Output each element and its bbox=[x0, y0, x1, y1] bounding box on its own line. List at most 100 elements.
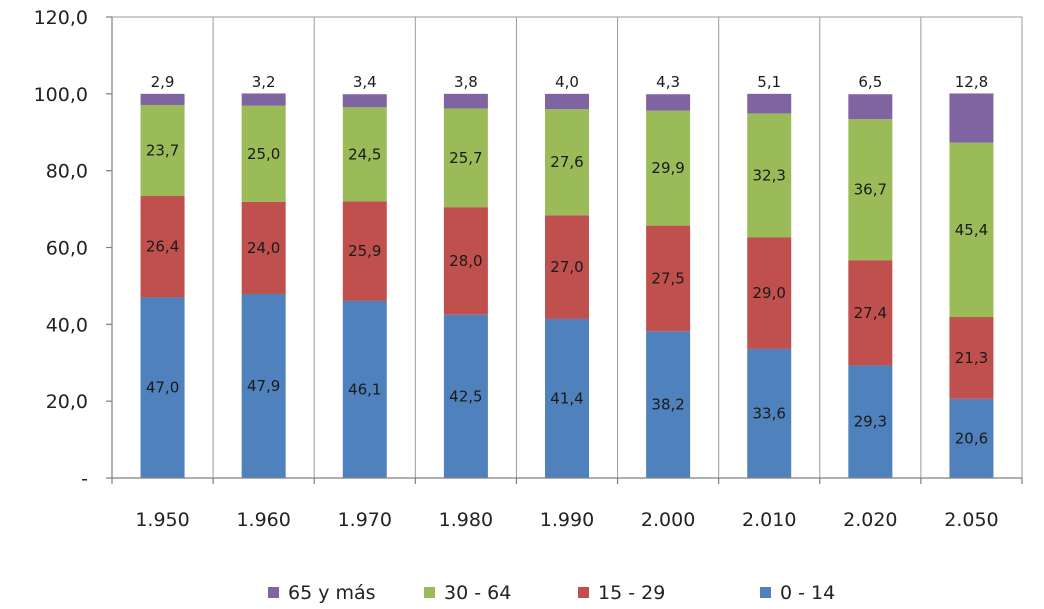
data-label: 27,6 bbox=[550, 153, 583, 171]
y-tick-label: 40,0 bbox=[46, 314, 88, 336]
data-label: 3,4 bbox=[353, 73, 377, 91]
y-tick-label: 20,0 bbox=[46, 391, 88, 413]
bar-segment bbox=[443, 108, 488, 208]
y-tick-label: 80,0 bbox=[46, 161, 88, 183]
bar-segment bbox=[646, 110, 691, 226]
data-label: 42,5 bbox=[449, 387, 482, 405]
data-label: 4,0 bbox=[555, 73, 579, 91]
bar-segment bbox=[443, 314, 488, 478]
data-label: 12,8 bbox=[955, 73, 988, 91]
x-tick-label: 1.950 bbox=[135, 509, 189, 531]
legend-swatch bbox=[760, 587, 771, 598]
axes: - 20,0 40,0 60,0 80,0 100,0 120,0 1.950 1.960 1.9… bbox=[34, 7, 1023, 531]
bar-segment bbox=[140, 297, 185, 478]
legend-entry: 0 - 14 bbox=[780, 582, 835, 604]
data-label: 23,7 bbox=[146, 141, 179, 159]
bar-segment bbox=[545, 93, 589, 110]
data-label: 32,3 bbox=[753, 166, 786, 184]
data-label: 47,9 bbox=[247, 377, 280, 395]
data-label: 3,8 bbox=[454, 73, 478, 91]
bar-segment bbox=[747, 93, 792, 114]
data-labels: 47,0 47,9 46,1 42,5 41,4 38,2 33,6 29,3 20,6 26,4… bbox=[146, 73, 988, 448]
bar-segment bbox=[747, 237, 792, 349]
bar-segment bbox=[848, 365, 893, 478]
bars bbox=[140, 93, 994, 478]
bar-segment bbox=[140, 93, 185, 105]
bar-segment bbox=[241, 93, 286, 106]
legend-swatch bbox=[268, 587, 279, 598]
bar-segment bbox=[747, 348, 792, 478]
x-tick-label: 1.960 bbox=[236, 509, 290, 531]
data-label: 29,0 bbox=[753, 284, 786, 302]
x-tick-label: 1.980 bbox=[439, 509, 493, 531]
bar-segment bbox=[949, 93, 994, 143]
data-label: 47,0 bbox=[146, 379, 179, 397]
data-label: 24,5 bbox=[348, 145, 381, 163]
bar-segment bbox=[342, 300, 387, 478]
data-label: 38,2 bbox=[651, 396, 684, 414]
bar-segment bbox=[646, 331, 691, 478]
bar-segment bbox=[747, 113, 792, 238]
bar-segment bbox=[241, 105, 286, 202]
legend-entry: 65 y más bbox=[288, 582, 376, 604]
bar-segment bbox=[140, 196, 185, 298]
legend-entry: 30 - 64 bbox=[444, 582, 511, 604]
data-label: 29,3 bbox=[854, 413, 887, 431]
bar-segment bbox=[949, 142, 994, 318]
bar-segment bbox=[848, 260, 893, 366]
bar-segment bbox=[545, 318, 589, 478]
bar-segment bbox=[848, 94, 893, 120]
data-label: 21,3 bbox=[955, 349, 988, 367]
x-tick-label: 1.990 bbox=[540, 509, 594, 531]
bar-segment bbox=[545, 109, 589, 216]
x-tick-label: 2.020 bbox=[843, 509, 897, 531]
grid-lines bbox=[112, 16, 1023, 478]
data-label: 24,0 bbox=[247, 239, 280, 257]
bar-segment bbox=[342, 201, 387, 301]
legend-entry: 15 - 29 bbox=[598, 582, 665, 604]
data-label: 25,9 bbox=[348, 242, 381, 260]
bar-segment bbox=[443, 93, 488, 109]
y-tick-label: - bbox=[81, 468, 88, 490]
data-label: 25,7 bbox=[449, 149, 482, 167]
legend-swatch bbox=[424, 587, 435, 598]
data-label: 20,6 bbox=[955, 429, 988, 447]
bar-segment bbox=[646, 94, 691, 111]
data-label: 36,7 bbox=[854, 181, 887, 199]
x-tick-label: 1.970 bbox=[338, 509, 392, 531]
bar-segment bbox=[140, 104, 185, 197]
y-tick-label: 120,0 bbox=[34, 7, 88, 29]
legend-swatch bbox=[578, 587, 589, 598]
bar-segment bbox=[545, 215, 589, 319]
bar-segment bbox=[443, 207, 488, 315]
data-label: 46,1 bbox=[348, 380, 381, 398]
data-label: 2,9 bbox=[151, 73, 175, 91]
bar-segment bbox=[949, 398, 994, 478]
data-label: 3,2 bbox=[252, 73, 276, 91]
data-label: 4,3 bbox=[656, 73, 680, 91]
data-label: 41,4 bbox=[550, 389, 583, 407]
data-label: 45,4 bbox=[955, 221, 988, 239]
data-label: 28,0 bbox=[449, 252, 482, 270]
data-label: 25,0 bbox=[247, 145, 280, 163]
bar-segment bbox=[342, 107, 387, 202]
bar-segment bbox=[848, 119, 893, 261]
data-label: 6,5 bbox=[858, 73, 882, 91]
data-label: 5,1 bbox=[757, 73, 781, 91]
bar-segment bbox=[646, 225, 691, 332]
data-label: 33,6 bbox=[753, 404, 786, 422]
bar-segment bbox=[241, 201, 286, 294]
bar-segment bbox=[949, 317, 994, 399]
legend: 65 y más 30 - 64 15 - 29 0 - 14 bbox=[268, 582, 835, 604]
bar-segment bbox=[241, 293, 286, 478]
x-tick-label: 2.010 bbox=[742, 509, 796, 531]
y-tick-label: 100,0 bbox=[34, 84, 88, 106]
data-label: 27,0 bbox=[550, 258, 583, 276]
y-tick-label: 60,0 bbox=[46, 238, 88, 260]
x-tick-label: 2.000 bbox=[641, 509, 695, 531]
bar-segment bbox=[342, 94, 387, 108]
data-label: 27,4 bbox=[854, 304, 887, 322]
data-label: 29,9 bbox=[651, 159, 684, 177]
x-tick-label: 2.050 bbox=[944, 509, 998, 531]
